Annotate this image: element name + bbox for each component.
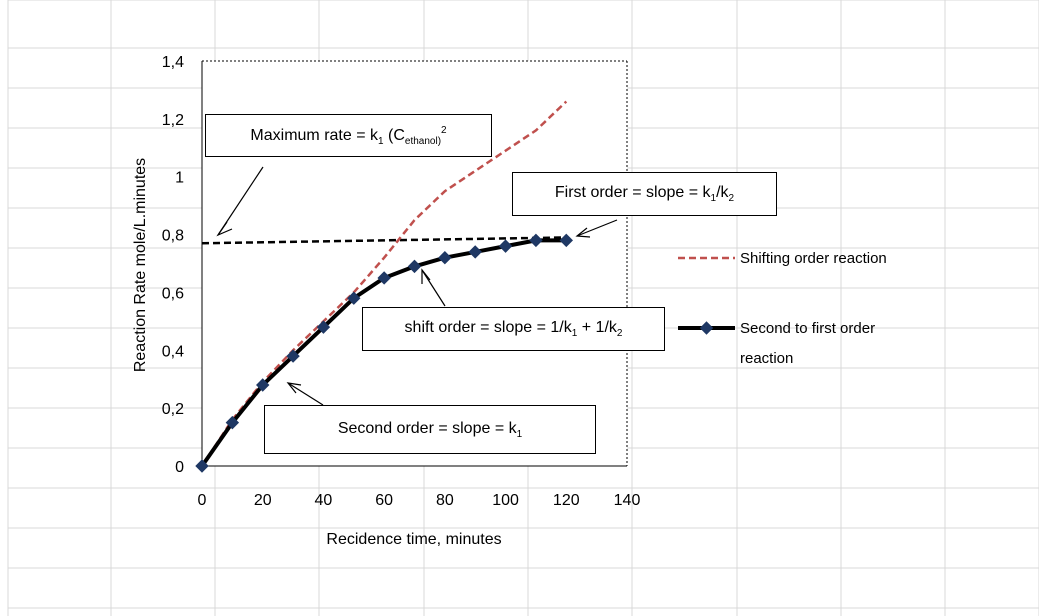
- x-tick-label: 80: [436, 492, 454, 509]
- arrow-first-order: [575, 219, 618, 238]
- legend-label-second-line1: Second to first order: [740, 320, 875, 337]
- x-tick-label: 120: [553, 492, 580, 509]
- y-tick-label: 1,2: [162, 112, 184, 129]
- y-axis-title: Reaction Rate mole/L.minutes: [132, 158, 149, 372]
- arrow-max-rate: [216, 166, 264, 237]
- x-tick-label: 0: [198, 492, 207, 509]
- y-tick-label: 1: [175, 170, 184, 187]
- y-tick-label: 0: [175, 459, 184, 476]
- x-tick-label: 40: [315, 492, 333, 509]
- y-tick-label: 0,6: [162, 285, 184, 302]
- data-point-second-to-first: [377, 271, 391, 285]
- max-rate-reference-line: [201, 236, 567, 245]
- first-order-text: First order = slope = k1/k2: [554, 184, 735, 204]
- x-tick-label: 140: [614, 492, 641, 509]
- legend: Shifting order reaction Second to first …: [678, 250, 887, 367]
- data-point-second-to-first: [559, 233, 573, 248]
- y-tick-label: 0,4: [162, 343, 184, 360]
- x-tick-label: 60: [375, 492, 393, 509]
- data-point-second-to-first: [347, 291, 361, 305]
- annotation-second-order: Second order = slope = k1: [264, 405, 596, 454]
- max-rate-text: Maximum rate = k1 (Cethanol)2: [250, 124, 447, 147]
- x-tick-label: 100: [492, 492, 519, 509]
- legend-marker-second: [699, 321, 714, 335]
- legend-label-second-line2: reaction: [740, 350, 793, 367]
- legend-label-shifting: Shifting order reaction: [740, 250, 887, 267]
- x-axis-title: Recidence time, minutes: [326, 531, 501, 548]
- second-order-text: Second order = slope = k1: [337, 419, 523, 440]
- annotation-max-rate: Maximum rate = k1 (Cethanol)2: [205, 114, 492, 157]
- data-point-second-to-first: [195, 459, 209, 473]
- shift-order-text: shift order = slope = 1/k1 + 1/k2: [404, 319, 623, 339]
- data-point-second-to-first: [407, 259, 422, 274]
- y-tick-label: 0,2: [162, 401, 184, 418]
- data-point-second-to-first: [438, 251, 452, 265]
- data-point-second-to-first: [316, 320, 331, 334]
- data-point-second-to-first: [256, 378, 270, 392]
- tick-labels: 0 20 40 60 80 100 120 140 0 0,2 0,4 0,6 0,8 1 1,2 1,4: [162, 54, 641, 509]
- arrow-shift-order: [421, 268, 446, 307]
- series-layer: [195, 100, 573, 473]
- data-point-second-to-first: [286, 349, 300, 363]
- data-point-second-to-first: [225, 415, 240, 430]
- data-point-second-to-first: [529, 233, 543, 248]
- arrow-second-order: [286, 382, 324, 406]
- annotation-shift-order: shift order = slope = 1/k1 + 1/k2: [362, 307, 665, 351]
- data-point-second-to-first: [498, 239, 513, 253]
- data-point-second-to-first: [468, 245, 482, 259]
- y-tick-label: 0,8: [162, 228, 184, 245]
- annotation-first-order: First order = slope = k1/k2: [512, 172, 777, 216]
- annotation-arrows: [216, 166, 618, 406]
- y-tick-label: 1,4: [162, 54, 184, 71]
- x-tick-label: 20: [254, 492, 272, 509]
